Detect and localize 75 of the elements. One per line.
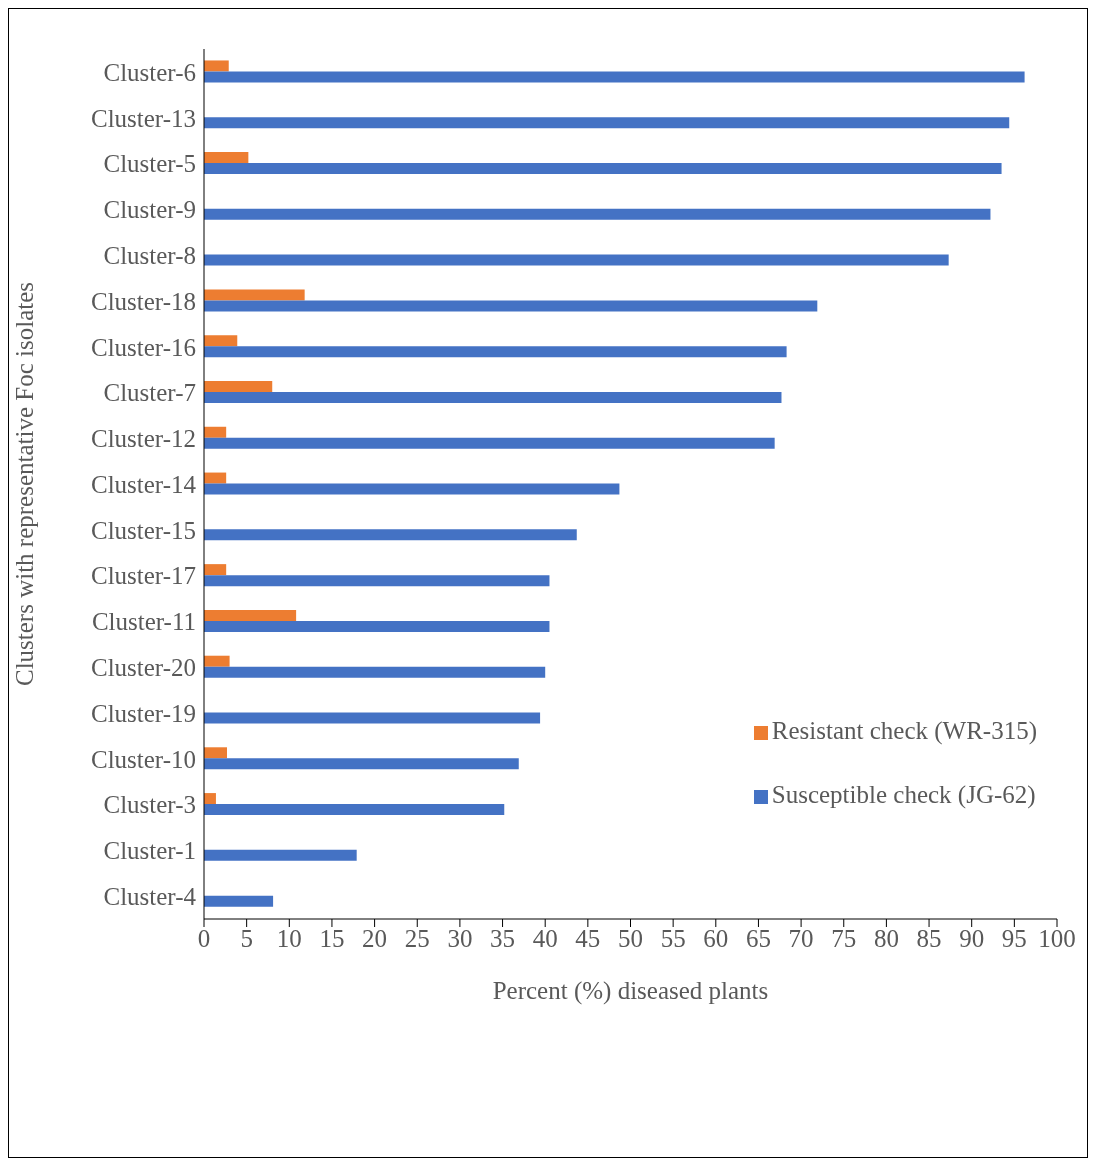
- legend-label: Resistant check (WR-315): [771, 717, 1037, 744]
- y-tick-label: Cluster-5: [103, 150, 196, 178]
- y-tick-label: Cluster-9: [103, 196, 196, 224]
- x-tick-label: 10: [276, 924, 302, 952]
- bar: [204, 529, 577, 541]
- bar: [204, 300, 818, 312]
- y-tick-label: Cluster-6: [103, 58, 196, 86]
- x-axis-title: Percent (%) diseased plants: [492, 977, 769, 1005]
- bar: [204, 804, 505, 816]
- y-tick-label: Cluster-7: [103, 379, 196, 407]
- bar: [204, 575, 550, 587]
- bar: [204, 117, 1010, 129]
- bar: [204, 152, 249, 164]
- bar: [204, 208, 991, 220]
- x-tick-label: 65: [745, 924, 771, 952]
- y-tick-label: Cluster-17: [90, 562, 196, 590]
- x-tick-label: 85: [916, 924, 942, 952]
- bar: [204, 609, 297, 621]
- x-tick-label: 20: [362, 924, 388, 952]
- bar: [204, 426, 227, 438]
- x-tick-label: 25: [404, 924, 430, 952]
- x-tick-label: 70: [788, 924, 814, 952]
- bar: [204, 289, 305, 301]
- y-tick-label: Cluster-19: [90, 699, 196, 727]
- bar: [204, 758, 519, 770]
- y-tick-label: Cluster-20: [90, 654, 196, 682]
- bar: [204, 747, 228, 759]
- x-tick-label: 45: [575, 924, 601, 952]
- legend-label: Susceptible check (JG-62): [771, 781, 1036, 808]
- bar: [204, 793, 216, 805]
- x-tick-label: 75: [831, 924, 857, 952]
- y-tick-label: Cluster-16: [90, 333, 196, 361]
- y-tick-label: Cluster-1: [103, 837, 196, 865]
- y-tick-label: Cluster-8: [103, 241, 196, 269]
- y-tick-label: Cluster-14: [90, 470, 197, 498]
- x-tick-label: 35: [490, 924, 516, 952]
- bar: [204, 620, 550, 632]
- bar: [204, 60, 229, 72]
- y-tick-label: Cluster-11: [91, 608, 196, 636]
- bar: [204, 71, 1025, 83]
- y-axis-title: Clusters with representative Foc isolates: [10, 281, 38, 687]
- x-tick-label: 50: [618, 924, 643, 952]
- bar: [204, 483, 620, 495]
- x-tick-label: 100: [1038, 924, 1076, 952]
- bar: [204, 346, 787, 358]
- x-tick-label: 30: [447, 924, 473, 952]
- x-tick-label: 55: [660, 924, 686, 952]
- bar: [204, 564, 227, 576]
- y-tick-label: Cluster-12: [90, 425, 196, 453]
- x-tick-label: 5: [240, 924, 253, 952]
- x-tick-label: 40: [532, 924, 558, 952]
- bar: [204, 380, 273, 392]
- x-tick-label: 90: [959, 924, 985, 952]
- x-tick-label: 95: [1001, 924, 1027, 952]
- y-tick-label: Cluster-18: [90, 287, 196, 315]
- bar: [204, 472, 227, 484]
- bar: [204, 163, 1002, 175]
- bar: [204, 335, 238, 347]
- bar: [204, 666, 546, 678]
- y-tick-label: Cluster-13: [90, 104, 196, 132]
- bar: [204, 712, 541, 724]
- y-tick-label: Cluster-4: [103, 882, 197, 910]
- bar: [204, 437, 775, 449]
- bar: [204, 254, 949, 266]
- bar: [204, 895, 274, 907]
- y-tick-label: Cluster-3: [103, 791, 196, 819]
- y-tick-label: Cluster-10: [90, 745, 196, 773]
- bar: [204, 849, 357, 861]
- x-tick-label: 0: [197, 924, 211, 952]
- x-tick-label: 60: [703, 924, 729, 952]
- x-tick-label: 80: [873, 924, 899, 952]
- bar: [204, 655, 230, 667]
- y-tick-label: Cluster-15: [90, 516, 196, 544]
- bar: [204, 391, 782, 403]
- x-tick-label: 15: [319, 924, 345, 952]
